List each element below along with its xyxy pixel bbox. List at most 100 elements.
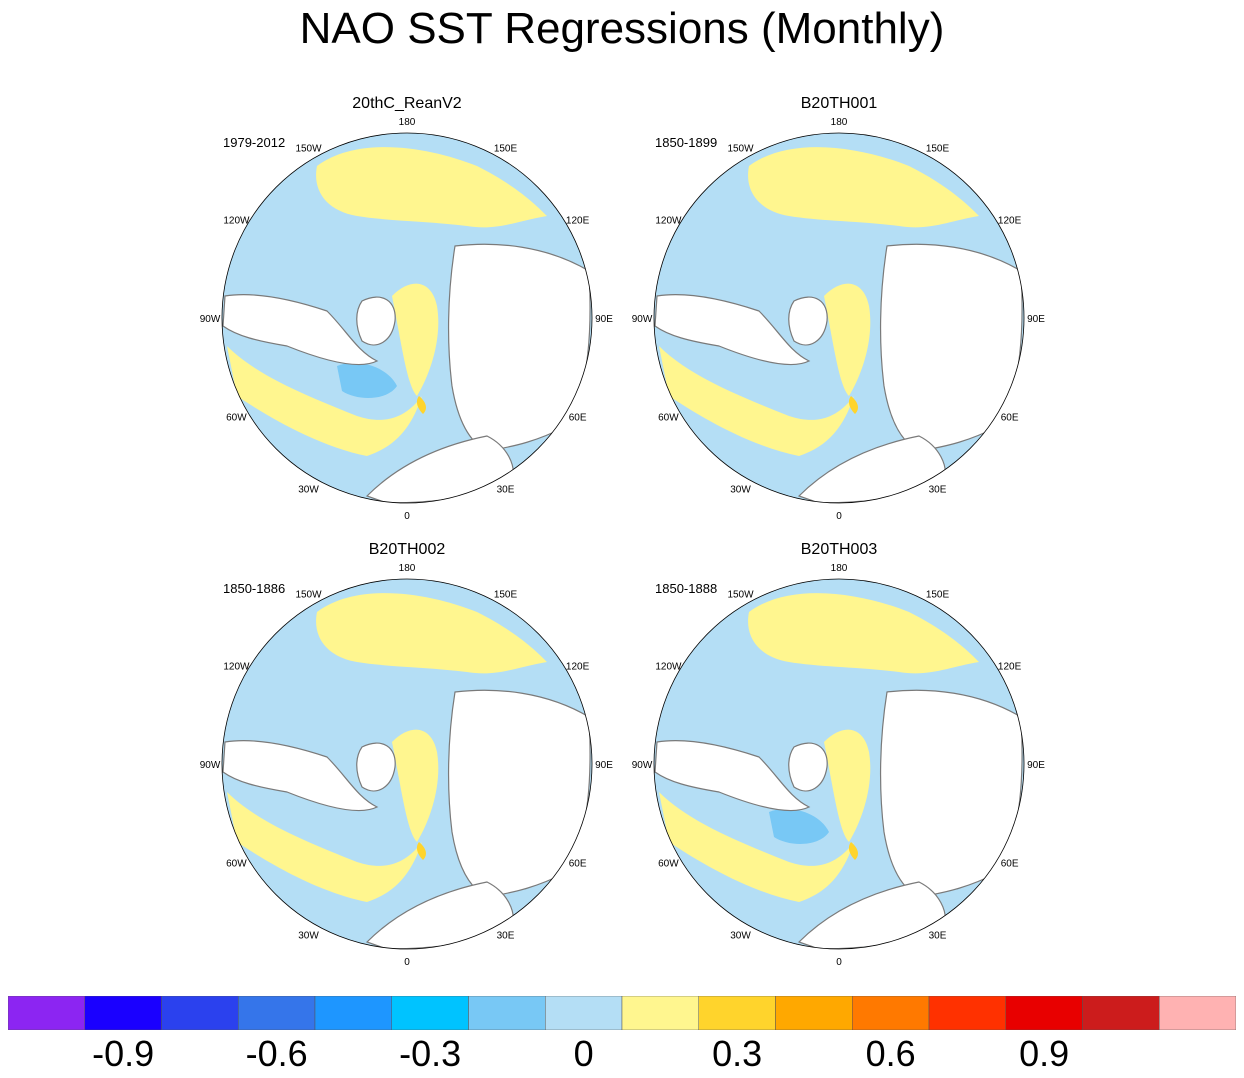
longitude-label: 30E: [497, 931, 515, 942]
colorbar-tick-label: 0.3: [712, 1033, 763, 1074]
pacific-warm-area: [748, 147, 979, 228]
longitude-label: 0: [836, 957, 842, 968]
map-border: [221, 578, 593, 950]
longitude-label: 60W: [658, 413, 679, 424]
land-mass: [879, 243, 1023, 452]
map-panel-b20th002: B20TH002 1850-1886 180 150E 120E 90E 60E 30E 0…: [197, 541, 617, 982]
longitude-label: 150E: [494, 143, 518, 154]
land-mass: [788, 742, 828, 792]
longitude-label: 150W: [727, 143, 754, 154]
arctic-warm-area: [392, 283, 439, 396]
atlantic-warm-area: [659, 792, 854, 902]
map-border: [653, 132, 1025, 504]
longitude-label: 60W: [226, 413, 247, 424]
map-panel-20thc-reanv2: 20thC_ReanV2 1979-2012 180 150E 120E 90E 60E…: [197, 95, 617, 536]
colorbar-swatch: [8, 996, 85, 1030]
colorbar-swatch: [698, 996, 776, 1030]
longitude-label: 60E: [569, 859, 587, 870]
longitude-label: 90E: [595, 314, 613, 325]
longitude-label: 120W: [223, 662, 250, 673]
colorbar-tick-label: 0: [573, 1033, 594, 1074]
colorbar-tick-label: -0.3: [399, 1033, 462, 1074]
map-border: [221, 132, 593, 504]
sst-field: [654, 579, 1024, 949]
land-mass: [654, 740, 811, 812]
colorbar-swatch: [468, 996, 546, 1030]
longitude-label: 30W: [730, 931, 751, 942]
map-panel-b20th001: B20TH001 1850-1899 180 150E 120E 90E 60E 30E 0…: [629, 95, 1049, 536]
land-mass: [879, 689, 1023, 898]
longitude-label: 150E: [926, 589, 950, 600]
longitude-label: 60W: [658, 859, 679, 870]
longitude-label: 60E: [1001, 413, 1019, 424]
colorbar-tick-label: -0.6: [245, 1033, 308, 1074]
colorbar-swatch: [238, 996, 316, 1030]
panel-title: 20thC_ReanV2: [352, 95, 462, 112]
atlantic-warm-area: [659, 346, 854, 456]
panel-period: 1850-1886: [223, 581, 286, 596]
north-sea-hot-area: [848, 842, 858, 860]
colorbar-swatch: [621, 996, 699, 1030]
land-mass: [447, 689, 591, 898]
longitude-label: 120W: [223, 216, 250, 227]
land-mass: [222, 294, 379, 366]
longitude-label: 90W: [632, 314, 653, 325]
longitude-label: 0: [836, 511, 842, 522]
colorbar-swatch: [928, 996, 1006, 1030]
colorbar-swatch: [775, 996, 853, 1030]
land-mass: [356, 296, 396, 346]
longitude-label: 30E: [929, 931, 947, 942]
longitude-label: 60E: [1001, 859, 1019, 870]
colorbar-swatch: [1005, 996, 1083, 1030]
polar-map: 180 150E 120E 90E 60E 30E 0 30W 60W 90W 120W 150W: [632, 563, 1046, 968]
map-border: [653, 578, 1025, 950]
longitude-label: 150W: [295, 143, 322, 154]
longitude-label: 30E: [497, 485, 515, 496]
polar-map: 180 150E 120E 90E 60E 30E 0 30W 60W 90W 120W 150W: [200, 117, 614, 522]
sst-field: [222, 579, 592, 949]
longitude-label: 90W: [200, 314, 221, 325]
atlantic-warm-area: [227, 792, 422, 902]
pacific-warm-area: [316, 593, 547, 674]
longitude-label: 150E: [926, 143, 950, 154]
longitude-label: 30W: [298, 485, 319, 496]
longitude-label: 120W: [655, 216, 682, 227]
colorbar-labels: -0.9 -0.6 -0.3 0 0.3 0.6 0.9: [0, 1034, 1244, 1074]
longitude-label: 120E: [566, 662, 590, 673]
north-sea-hot-area: [848, 396, 858, 414]
longitude-label: 30W: [730, 485, 751, 496]
panel-period: 1979-2012: [223, 135, 286, 150]
longitude-label: 120E: [998, 216, 1022, 227]
polar-map: 180 150E 120E 90E 60E 30E 0 30W 60W 90W 120W 150W: [632, 117, 1046, 522]
figure-title: NAO SST Regressions (Monthly): [299, 4, 945, 53]
panel-title: B20TH001: [800, 95, 878, 112]
land-mass: [654, 294, 811, 366]
longitude-label: 180: [399, 563, 416, 574]
longitude-label: 90E: [595, 760, 613, 771]
atlantic-warm-area: [227, 346, 422, 456]
sst-field: [222, 133, 592, 503]
longitude-label: 180: [831, 563, 848, 574]
colorbar-swatch: [1159, 996, 1236, 1030]
colorbar: [8, 996, 1236, 1030]
longitude-label: 150W: [295, 589, 322, 600]
longitude-label: 60W: [226, 859, 247, 870]
panel-title: B20TH002: [368, 541, 446, 558]
colorbar-swatch: [84, 996, 162, 1030]
panel-period: 1850-1899: [655, 135, 718, 150]
arctic-warm-area: [824, 283, 871, 396]
polar-map: 180 150E 120E 90E 60E 30E 0 30W 60W 90W 120W 150W: [200, 563, 614, 968]
longitude-label: 90W: [200, 760, 221, 771]
colorbar-swatch: [314, 996, 392, 1030]
longitude-label: 90E: [1027, 760, 1045, 771]
land-mass: [356, 742, 396, 792]
longitude-label: 90E: [1027, 314, 1045, 325]
longitude-label: 0: [404, 511, 410, 522]
longitude-label: 180: [831, 117, 848, 128]
colorbar-swatch: [545, 996, 623, 1030]
longitude-label: 150W: [727, 589, 754, 600]
longitude-label: 120E: [566, 216, 590, 227]
pacific-warm-area: [748, 593, 979, 674]
arctic-warm-area: [392, 729, 439, 842]
panel-period: 1850-1888: [655, 581, 718, 596]
